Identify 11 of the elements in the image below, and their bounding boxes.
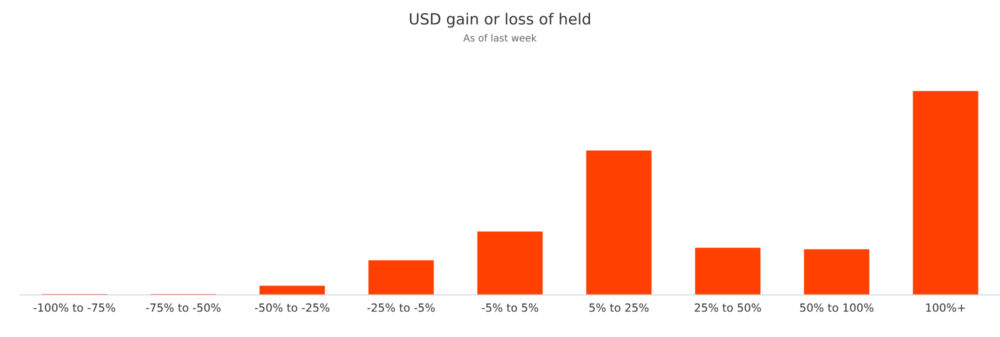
x-tick-label: 5% to 25% [589, 303, 649, 312]
chart-subtitle: As of last week [463, 34, 537, 42]
x-tick-label: 25% to 50% [694, 303, 761, 312]
x-tick-label: 100%+ [926, 303, 965, 312]
x-tick-label: -50% to -25% [254, 303, 330, 312]
x-tick-label: -75% to -50% [146, 303, 221, 312]
x-tick-label: 50% to 100% [800, 303, 874, 312]
x-tick-label: -100% to -75% [34, 303, 116, 312]
x-tick-label: -5% to 5% [482, 303, 538, 312]
chart-title: USD gain or loss of held [410, 12, 590, 28]
x-tick-label: -25% to -5% [367, 303, 435, 312]
